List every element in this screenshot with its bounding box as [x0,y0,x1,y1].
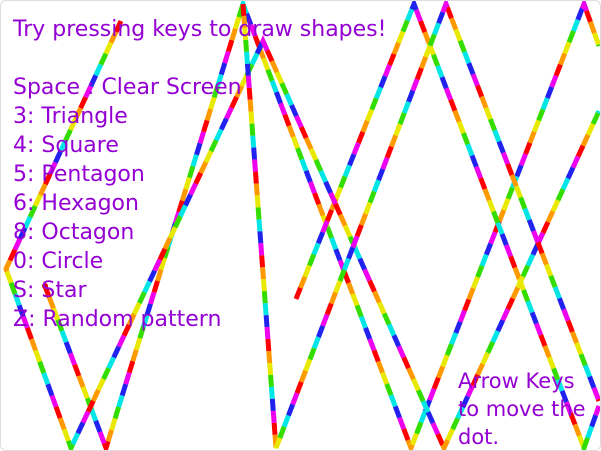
shortcut-item: 6: Hexagon [13,191,139,216]
hint: Arrow Keys to move the dot. [458,367,586,450]
title: Try pressing keys to draw shapes! [13,17,387,42]
hint-line: to move the [458,397,586,421]
shortcut-item: 3: Triangle [13,104,128,129]
shortcut-list: Space : Clear Screen 3: Triangle 4: Square… [13,73,242,334]
shortcut-item: Space : Clear Screen [13,75,242,100]
shortcut-item: 8: Octagon [13,220,135,245]
shortcut-item: S: Star [13,278,87,303]
shortcut-item: 4: Square [13,133,119,158]
shortcut-item: 5: Pentagon [13,162,145,187]
shortcut-item: Z: Random pattern [13,307,222,332]
dot [42,283,48,289]
hint-line: Arrow Keys [458,369,575,393]
shortcut-item: 0: Circle [13,249,104,274]
hint-line: dot. [458,425,500,449]
